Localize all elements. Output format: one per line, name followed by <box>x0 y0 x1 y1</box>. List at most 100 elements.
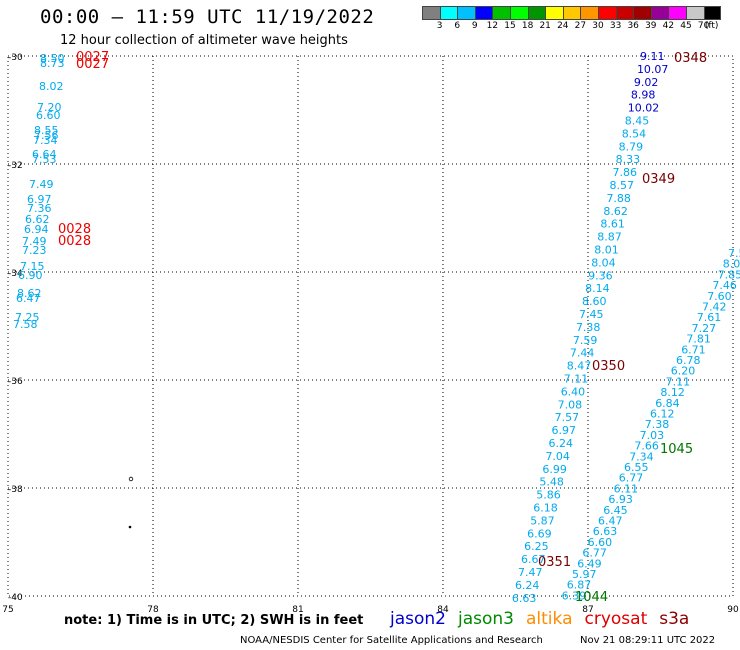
swh-value: 7.45 <box>579 308 604 321</box>
swh-value: 8.79 <box>619 140 644 153</box>
legend-label: 45 <box>680 21 692 31</box>
swh-value: 9.36 <box>588 269 613 282</box>
lat-label: -30 <box>8 53 23 63</box>
swh-value: 7.46 <box>712 279 737 292</box>
swh-value: 5.87 <box>530 514 555 527</box>
swh-value: 5.86 <box>536 489 561 502</box>
swh-value: 6.40 <box>561 385 586 398</box>
swh-value: 7.5 <box>728 247 740 260</box>
swh-value: 7.23 <box>22 244 47 257</box>
legend-swatch <box>668 6 686 20</box>
swh-value: 8.54 <box>622 127 647 140</box>
swh-value: 6.12 <box>650 408 675 421</box>
page-subtitle: 12 hour collection of altimeter wave hei… <box>60 33 348 48</box>
swh-value: 8.87 <box>597 231 622 244</box>
legend-swatch <box>703 6 722 20</box>
swh-value: 7.36 <box>27 202 52 215</box>
swh-value: 7.60 <box>707 290 732 303</box>
swh-value: 6.99 <box>542 463 567 476</box>
note-text: note: 1) Time is in UTC; 2) SWH is in fe… <box>64 613 364 628</box>
swh-value: 7.59 <box>573 334 598 347</box>
pass-time-label: 0027 <box>76 57 109 72</box>
island-marker <box>128 476 134 482</box>
swh-value: 6.45 <box>603 504 628 517</box>
swh-value: 8.57 <box>610 179 635 192</box>
legend-label: 39 <box>645 21 657 31</box>
lon-label: 87 <box>582 605 593 615</box>
satellite-s3a: s3a <box>659 609 690 629</box>
swh-value: 8.62 <box>603 205 628 218</box>
legend-label: 27 <box>574 21 587 31</box>
legend-label: 30 <box>592 21 604 31</box>
swh-value: 6.47 <box>16 292 41 305</box>
legend-swatch <box>580 6 598 20</box>
color-legend: 3 6 9 12 15 18 21 24 27 30 33 36 39 42 45 70 (ft) <box>422 6 740 32</box>
swh-value: 6.93 <box>608 493 633 506</box>
swh-value: 6.63 <box>512 592 537 605</box>
swh-value: 6.87 <box>567 579 592 592</box>
pass-time-label: 0350 <box>592 359 625 374</box>
swh-value: 8.60 <box>582 295 607 308</box>
swh-value: 6.55 <box>624 461 649 474</box>
swh-value: 6.62 <box>25 213 50 226</box>
legend-label: 9 <box>471 21 478 31</box>
swh-value: 7.66 <box>634 440 659 453</box>
swh-value: 7.81 <box>686 333 711 346</box>
swh-value: 6.47 <box>598 515 623 528</box>
swh-value: 7.08 <box>558 398 583 411</box>
swh-value: 7.42 <box>702 301 727 314</box>
lon-label: 84 <box>437 605 449 615</box>
swh-value: 7.85 <box>718 268 740 281</box>
legend-label: 21 <box>539 21 551 31</box>
swh-value: 7.38 <box>645 418 670 431</box>
swh-value: 8.98 <box>631 89 656 102</box>
legend-swatches <box>422 6 740 20</box>
swh-value: 8.62 <box>17 287 42 300</box>
swh-value: 7.56 <box>34 129 59 142</box>
island-marker <box>128 525 132 529</box>
swh-value: 7.25 <box>15 311 40 324</box>
swh-value: 7.53 <box>32 153 57 166</box>
swh-value: 6.97 <box>27 193 52 206</box>
swh-value: 8.14 <box>585 282 610 295</box>
swh-value: 6.67 <box>521 553 546 566</box>
satellite-legend: jason2 jason3 altika cryosat s3a <box>390 609 701 629</box>
swh-value: 7.27 <box>692 322 717 335</box>
swh-value: 6.78 <box>676 354 701 367</box>
swh-value: 7.38 <box>576 321 601 334</box>
legend-label: 3 <box>436 21 443 31</box>
pass-time-label: 0027 <box>76 50 109 65</box>
swh-value: 6.97 <box>552 424 577 437</box>
swh-value: 6.25 <box>524 540 549 553</box>
swh-value: 10.07 <box>637 63 669 76</box>
pass-time-label: 1044 <box>575 590 608 605</box>
legend-label: 6 <box>454 21 461 31</box>
swh-value: 8.02 <box>39 80 64 93</box>
legend-labels: 3 6 9 12 15 18 21 24 27 30 33 36 39 42 45 70 (ft) <box>422 20 740 32</box>
legend-label: 42 <box>662 21 675 31</box>
swh-value: 6.77 <box>582 547 607 560</box>
swh-value: 7.34 <box>629 450 654 463</box>
pass-time-label: 0349 <box>642 172 675 187</box>
lon-label: 81 <box>292 605 303 615</box>
swh-value: 9.11 <box>640 50 665 63</box>
lat-label: -38 <box>8 485 23 495</box>
swh-value: 8.47 <box>567 360 592 373</box>
legend-label: 15 <box>504 21 516 31</box>
swh-value: 6.20 <box>671 365 696 378</box>
legend-swatch <box>633 6 651 20</box>
satellite-jason2: jason2 <box>390 609 446 629</box>
swh-value: 7.04 <box>545 450 570 463</box>
legend-swatch <box>650 6 669 20</box>
swh-value: 7.49 <box>22 235 47 248</box>
pass-time-label: 0028 <box>58 234 91 249</box>
legend-swatch <box>685 6 704 20</box>
swh-value: 7.88 <box>606 192 631 205</box>
legend-swatch <box>422 6 440 20</box>
legend-label: 24 <box>557 21 569 31</box>
legend-swatch <box>509 6 528 20</box>
credit-text: NOAA/NESDIS Center for Satellite Applica… <box>240 635 543 646</box>
swh-value: 7.86 <box>613 166 638 179</box>
swh-value: 6.60 <box>36 109 61 122</box>
